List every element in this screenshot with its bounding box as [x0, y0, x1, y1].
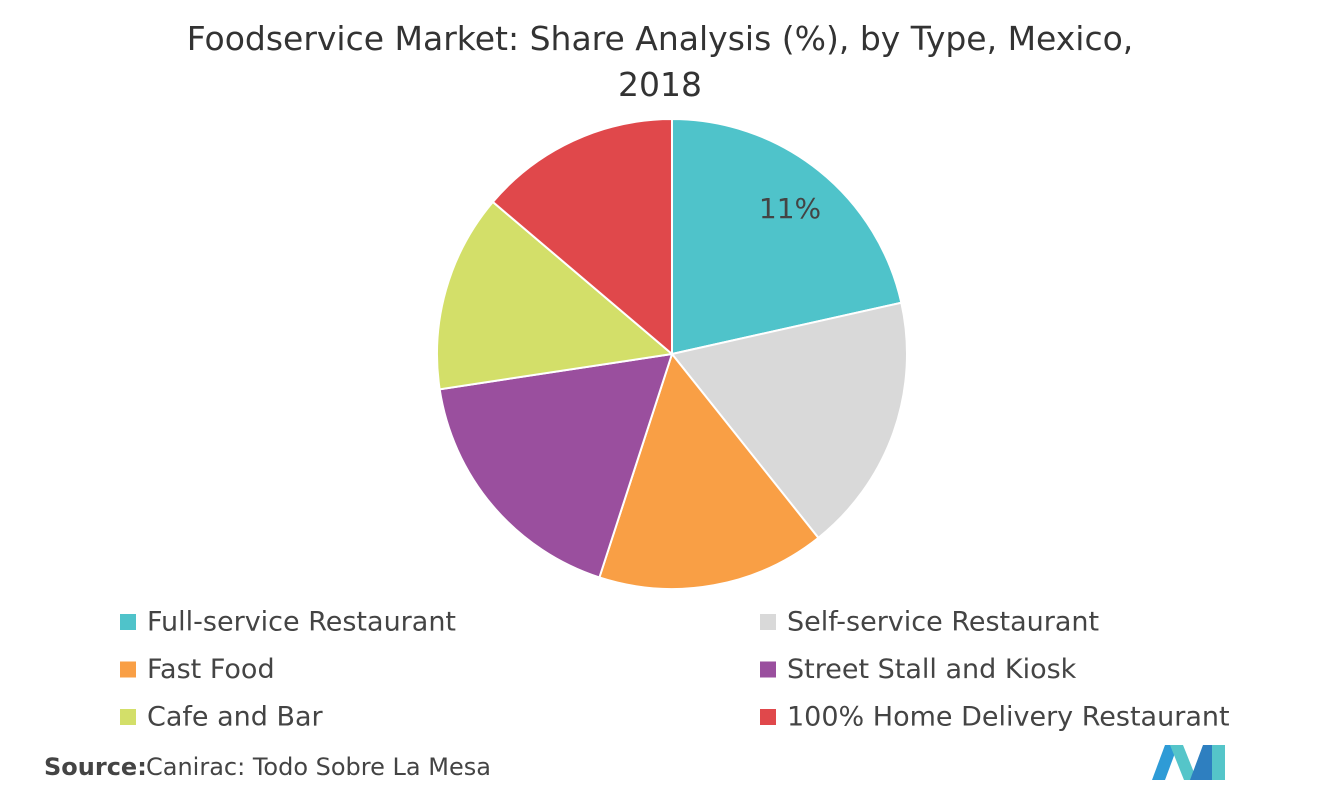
legend-swatch — [120, 614, 136, 630]
legend-label: Self-service Restaurant — [787, 607, 1099, 638]
source-label: Source: — [44, 753, 147, 781]
pie-slice — [598, 351, 820, 590]
source-text: Canirac: Todo Sobre La Mesa — [146, 753, 491, 781]
legend-swatch — [120, 709, 136, 725]
legend-label: Full-service Restaurant — [147, 607, 456, 638]
legend-label: Cafe and Bar — [147, 702, 324, 733]
legend-swatch — [760, 709, 776, 725]
legend-swatch — [120, 661, 136, 678]
logo-part — [1170, 745, 1197, 780]
pie-slice — [671, 117, 903, 356]
pie-slice — [670, 301, 908, 540]
logo — [1152, 745, 1225, 780]
logo-part — [1152, 745, 1178, 780]
legend-swatch — [760, 661, 776, 678]
legend-label: 100% Home Delivery Restaurant — [787, 702, 1230, 733]
logo-part — [1190, 745, 1212, 780]
annotation: 11% — [759, 192, 821, 225]
legend-swatch — [760, 614, 776, 630]
pie-slice — [438, 352, 674, 579]
legend-label: Fast Food — [147, 654, 275, 685]
logo-part — [1212, 745, 1225, 780]
pie-slice — [436, 200, 675, 391]
chart-title: Foodservice Market: Share Analysis (%), … — [186, 19, 1134, 104]
legend-label: Street Stall and Kiosk — [787, 654, 1077, 685]
pie-slice — [491, 117, 673, 357]
